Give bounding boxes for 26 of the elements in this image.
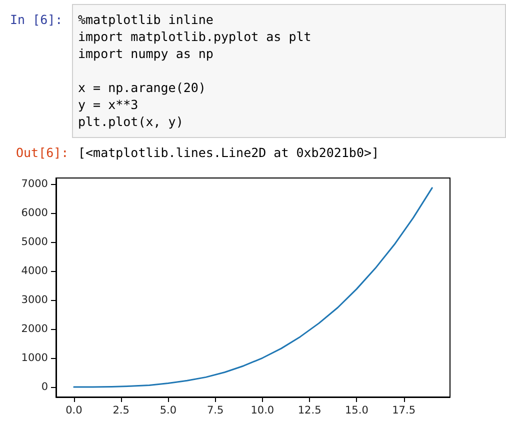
- text: Out[6]:: [16, 145, 69, 161]
- text: [<matplotlib.lines.Line2D at 0xb2021b0>]: [78, 145, 380, 161]
- x-tick-label: 10.0: [250, 404, 274, 416]
- text: In [6]:: [10, 12, 63, 28]
- y-tick-label: 3000: [21, 294, 48, 306]
- y-tick-label: 2000: [21, 322, 48, 335]
- text: plt.plot(x, y): [78, 114, 184, 130]
- x-tick-label: 5.0: [160, 404, 177, 416]
- y-tick-label: 7000: [21, 178, 48, 190]
- text: import matplotlib.pyplot as plt: [78, 29, 312, 45]
- y-tick-label: 0: [41, 381, 48, 394]
- text: import numpy as np: [78, 46, 214, 62]
- x-tick-label: 2.5: [112, 404, 130, 416]
- text: y = x**3: [78, 97, 138, 113]
- x-tick-label: 17.5: [392, 404, 416, 416]
- y-tick-label: 1000: [21, 352, 48, 364]
- y-tick-label: 5000: [21, 236, 48, 248]
- text: %matplotlib inline: [78, 12, 214, 28]
- line-series: [73, 187, 433, 388]
- y-tick-label: 4000: [21, 264, 48, 277]
- x-tick-label: 0.0: [66, 404, 82, 416]
- x-tick-label: 7.5: [206, 404, 224, 416]
- text: x = np.arange(20): [78, 80, 206, 96]
- y-tick-label: 6000: [21, 206, 48, 219]
- x-tick-label: 12.5: [298, 404, 322, 416]
- x-tick-label: 15.0: [344, 404, 368, 416]
